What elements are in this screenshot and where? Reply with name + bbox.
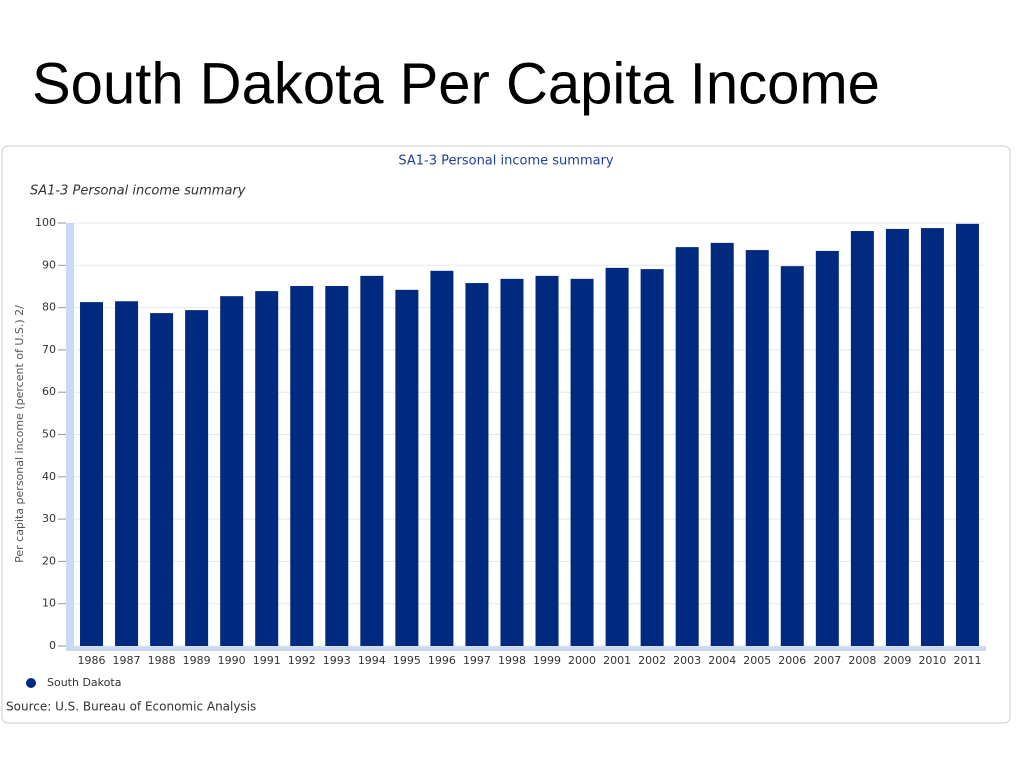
y-tick-label: 30 xyxy=(42,512,56,525)
x-tick-label: 2004 xyxy=(708,654,736,667)
x-tick-label: 2010 xyxy=(918,654,946,667)
source-note: Source: U.S. Bureau of Economic Analysis xyxy=(6,700,256,714)
bar xyxy=(675,247,699,646)
bar xyxy=(885,228,909,646)
y-tick-label: 60 xyxy=(42,385,56,398)
y-tick-label: 10 xyxy=(42,597,56,610)
x-tick-label: 1988 xyxy=(148,654,176,667)
bar xyxy=(220,296,244,646)
y-tick-label: 80 xyxy=(42,301,56,314)
x-tick-label: 1986 xyxy=(78,654,106,667)
legend-marker xyxy=(26,678,36,688)
x-tick-label: 2000 xyxy=(568,654,596,667)
bar xyxy=(80,302,104,646)
x-tick-label: 1990 xyxy=(218,654,246,667)
bar xyxy=(430,270,454,646)
y-tick-label: 90 xyxy=(42,258,56,271)
x-tick-label: 1994 xyxy=(358,654,386,667)
bar xyxy=(920,228,944,647)
x-tick-label: 1987 xyxy=(113,654,141,667)
x-tick-label: 2003 xyxy=(673,654,701,667)
bar xyxy=(325,286,349,646)
bar xyxy=(780,266,804,646)
bar xyxy=(290,286,314,646)
x-tick-label: 2002 xyxy=(638,654,666,667)
y-tick-label: 100 xyxy=(35,216,56,229)
bar xyxy=(395,289,419,646)
bar xyxy=(185,310,209,646)
x-tick-label: 1998 xyxy=(498,654,526,667)
y-axis xyxy=(66,223,74,647)
y-tick-label: 70 xyxy=(42,343,56,356)
x-tick-label: 1992 xyxy=(288,654,316,667)
bar xyxy=(535,275,559,646)
y-tick-label: 40 xyxy=(42,470,56,483)
bar xyxy=(955,223,979,646)
bar xyxy=(640,269,664,646)
y-tick-label: 20 xyxy=(42,554,56,567)
bar xyxy=(745,250,769,646)
bar xyxy=(815,250,839,646)
x-tick-label: 1993 xyxy=(323,654,351,667)
x-tick-label: 1991 xyxy=(253,654,281,667)
bar xyxy=(850,231,874,647)
bar xyxy=(150,313,174,646)
x-tick-label: 2007 xyxy=(813,654,841,667)
x-tick-label: 2009 xyxy=(883,654,911,667)
bar xyxy=(710,242,734,647)
bar xyxy=(360,275,384,646)
bar xyxy=(500,278,524,646)
bar xyxy=(605,267,629,646)
x-tick-label: 1996 xyxy=(428,654,456,667)
x-tick-label: 2008 xyxy=(848,654,876,667)
bar xyxy=(465,283,489,646)
x-tick-label: 2011 xyxy=(953,654,981,667)
x-tick-label: 2005 xyxy=(743,654,771,667)
x-tick-label: 1999 xyxy=(533,654,561,667)
bar xyxy=(570,278,594,646)
bar xyxy=(115,301,139,646)
y-tick-label: 50 xyxy=(42,428,56,441)
chart-subtitle: SA1-3 Personal income summary xyxy=(30,184,246,199)
x-tick-label: 1995 xyxy=(393,654,421,667)
slide-title: South Dakota Per Capita Income xyxy=(32,51,880,116)
chart-title: SA1-3 Personal income summary xyxy=(398,154,614,169)
x-axis xyxy=(66,646,986,651)
x-tick-label: 1989 xyxy=(183,654,211,667)
legend-label: South Dakota xyxy=(47,676,121,689)
x-tick-label: 2001 xyxy=(603,654,631,667)
bar xyxy=(255,291,279,646)
y-tick-label: 0 xyxy=(49,639,56,652)
x-tick-label: 2006 xyxy=(778,654,806,667)
y-axis-label: Per capita personal income (percent of U… xyxy=(13,305,26,563)
x-tick-label: 1997 xyxy=(463,654,491,667)
